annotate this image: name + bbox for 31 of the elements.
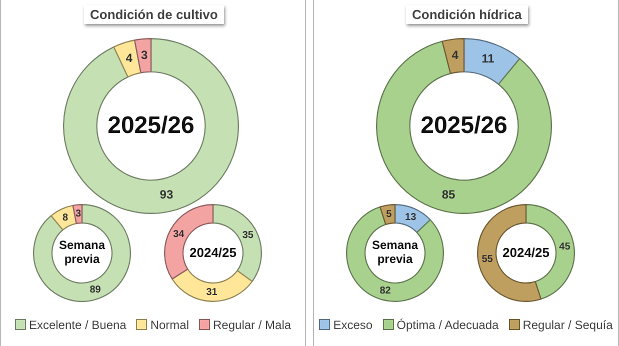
data-label: 13 bbox=[405, 212, 417, 223]
data-label: 8 bbox=[62, 212, 69, 224]
data-label: 31 bbox=[206, 286, 218, 298]
data-label: 89 bbox=[90, 284, 102, 296]
data-label: 82 bbox=[380, 286, 392, 297]
legend-label: Excelente / Buena bbox=[28, 318, 126, 332]
slice-label: Semana previa bbox=[370, 238, 420, 267]
slice-label: 2024/25 bbox=[502, 244, 550, 260]
data-label: 55 bbox=[482, 254, 494, 265]
data-label: 85 bbox=[442, 187, 456, 202]
data-label: 34 bbox=[173, 228, 185, 240]
data-label: 93 bbox=[160, 187, 174, 202]
data-label: 4 bbox=[126, 50, 133, 65]
data-label: 4 bbox=[452, 48, 459, 62]
legend-label: Regular / Sequía bbox=[522, 318, 613, 332]
chart-title: Condición de cultivo bbox=[84, 5, 224, 24]
data-label: 11 bbox=[482, 52, 495, 66]
slice-label: Semana previa bbox=[58, 238, 106, 267]
slice-label: 2025/26 bbox=[420, 112, 508, 140]
legend-label: Normal bbox=[150, 318, 190, 332]
legend-label: Exceso bbox=[333, 318, 373, 332]
data-label: 35 bbox=[242, 230, 254, 241]
data-label: 5 bbox=[386, 209, 392, 220]
legend-label: Regular / Mala bbox=[213, 318, 292, 332]
chart-title: Condición hídrica bbox=[406, 5, 528, 24]
data-label: 45 bbox=[559, 242, 571, 253]
data-label: 3 bbox=[140, 48, 148, 62]
legend-label: Óptima / Adecuada bbox=[396, 318, 499, 332]
data-label: 3 bbox=[76, 208, 82, 220]
slice-label: 2025/26 bbox=[108, 112, 194, 140]
slice-label: 2024/25 bbox=[190, 244, 236, 260]
